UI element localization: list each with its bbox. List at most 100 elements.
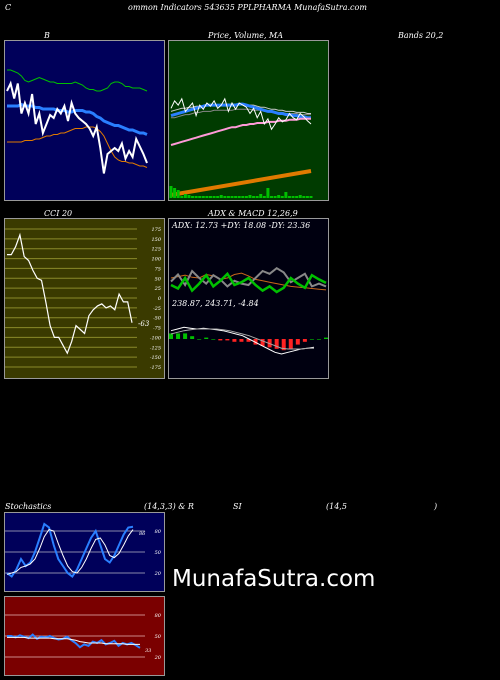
macd-histogram-bar	[204, 337, 209, 339]
macd-histogram-bar	[197, 339, 202, 340]
cci-tick-label: -175	[150, 365, 161, 371]
macd-histogram-bar	[232, 339, 237, 342]
cci-tick-label: -100	[150, 335, 162, 341]
cci-tick-label: -150	[150, 355, 162, 361]
bands-price-line	[6, 80, 148, 174]
stoch-params: (14,3,3) & R	[144, 502, 194, 511]
adx-adx-line	[170, 272, 327, 291]
cci-tick-label: 25	[154, 286, 161, 292]
volume-bar	[212, 196, 216, 198]
volume-bar	[201, 196, 205, 198]
macd-histogram-bar	[324, 337, 328, 339]
volume-bar	[198, 196, 202, 198]
macd-histogram-bar	[316, 339, 321, 340]
rsi-close: )	[434, 502, 438, 511]
macd-histogram-bar	[274, 339, 279, 349]
volume-bar	[180, 196, 184, 198]
volume-bar	[284, 192, 288, 198]
cci-title: CCI 20	[44, 209, 73, 218]
macd-histogram-bar	[211, 339, 216, 340]
stoch-k-line	[6, 522, 134, 578]
adx-macd-chart	[169, 266, 328, 355]
volume-bar	[237, 196, 241, 198]
volume-bar	[259, 194, 263, 198]
rsi-title: SI	[233, 502, 242, 511]
macd-histogram-bar	[302, 339, 307, 342]
volume-bar	[255, 196, 259, 198]
stoch-chart: 80 50 20 86	[5, 522, 162, 578]
stoch-title: Stochastics	[5, 502, 52, 511]
cci-tick-label: 100	[151, 257, 161, 263]
rsi-rsi-line	[7, 633, 141, 649]
volume-bar	[176, 190, 180, 198]
rsi-params: (14,5	[326, 502, 347, 511]
bands-title-right: Bands 20,2	[398, 31, 444, 40]
volume-bar	[295, 196, 299, 198]
macd-histogram-bar	[190, 336, 195, 339]
watermark: MunafaSutra.com	[172, 566, 376, 592]
volume-bar	[252, 196, 256, 198]
price-title: Price, Volume, MA	[208, 31, 284, 40]
adx-title: ADX & MACD 12,26,9	[208, 209, 298, 218]
price-chart	[169, 97, 313, 198]
price-price-line	[170, 97, 312, 131]
rsi-panel: 80 50 20 33	[4, 596, 165, 676]
rsi-tick-label: 80	[155, 613, 162, 619]
volume-bar	[226, 196, 230, 198]
cci-tick-label: 125	[151, 247, 161, 253]
macd-histogram-bar	[183, 333, 188, 339]
bands-upper-line	[7, 69, 148, 92]
macd-histogram-bar	[176, 333, 181, 339]
volume-bar	[277, 195, 281, 198]
adx-panel: ADX: 12.73 +DY: 18.08 -DY: 23.36 238.87,…	[168, 218, 329, 379]
adx-plus_di-line	[170, 266, 327, 288]
macd-histogram-bar	[288, 339, 293, 349]
cci-tick-label: -75	[153, 326, 161, 332]
stoch-panel: 80 50 20 86	[4, 512, 165, 592]
volume-bar	[262, 196, 266, 198]
volume-bar	[183, 194, 187, 198]
macd-histogram-bar	[225, 339, 230, 341]
cci-tick-label: 75	[155, 266, 161, 272]
volume-bar	[287, 196, 291, 198]
volume-bar	[216, 196, 220, 198]
stoch-d-line	[6, 529, 134, 575]
cci-tick-label: 150	[151, 237, 161, 243]
price-ma_blue-line	[170, 102, 311, 120]
stoch-tick-label: 20	[154, 571, 162, 577]
volume-bar	[280, 196, 284, 198]
cci-tick-label: 0	[158, 296, 162, 302]
bands-lower-line	[7, 126, 148, 168]
bands-chart	[6, 69, 148, 174]
cci-chart: 175 150 125 100 75 50 25 0 -25 -50 -75 -100 -125 -150…	[5, 227, 162, 371]
cci-tick-label: 50	[155, 276, 162, 282]
volume-bar	[219, 195, 223, 198]
volume-average-line	[170, 169, 312, 197]
rsi-tick-label: 50	[155, 634, 162, 640]
cci-last-value: -63	[138, 320, 150, 328]
adx-label: ADX: 12.73 +DY: 18.08 -DY: 23.36	[172, 221, 311, 230]
macd-histogram-bar	[239, 339, 244, 342]
price-ma_pink-line	[170, 117, 311, 146]
rsi-last-value: 33	[145, 648, 151, 654]
rsi-smooth-line	[7, 636, 140, 645]
volume-bar	[291, 196, 295, 198]
volume-bar	[208, 196, 212, 198]
cci-tick-label: 175	[151, 227, 161, 233]
macd-histogram-bar	[169, 333, 173, 339]
macd-histogram-bar	[218, 339, 223, 341]
header-c: C	[5, 3, 12, 12]
volume-bar	[298, 195, 302, 198]
volume-bar	[230, 196, 234, 198]
volume-bar	[248, 195, 252, 198]
volume-bar	[191, 196, 195, 198]
volume-bar	[270, 196, 274, 198]
volume-bar	[234, 196, 238, 198]
volume-bar	[266, 188, 270, 198]
bands-panel	[4, 40, 165, 201]
volume-bar	[205, 196, 209, 198]
price-panel	[168, 40, 329, 201]
volume-bar	[241, 196, 245, 198]
stoch-last-value: 86	[139, 531, 146, 537]
